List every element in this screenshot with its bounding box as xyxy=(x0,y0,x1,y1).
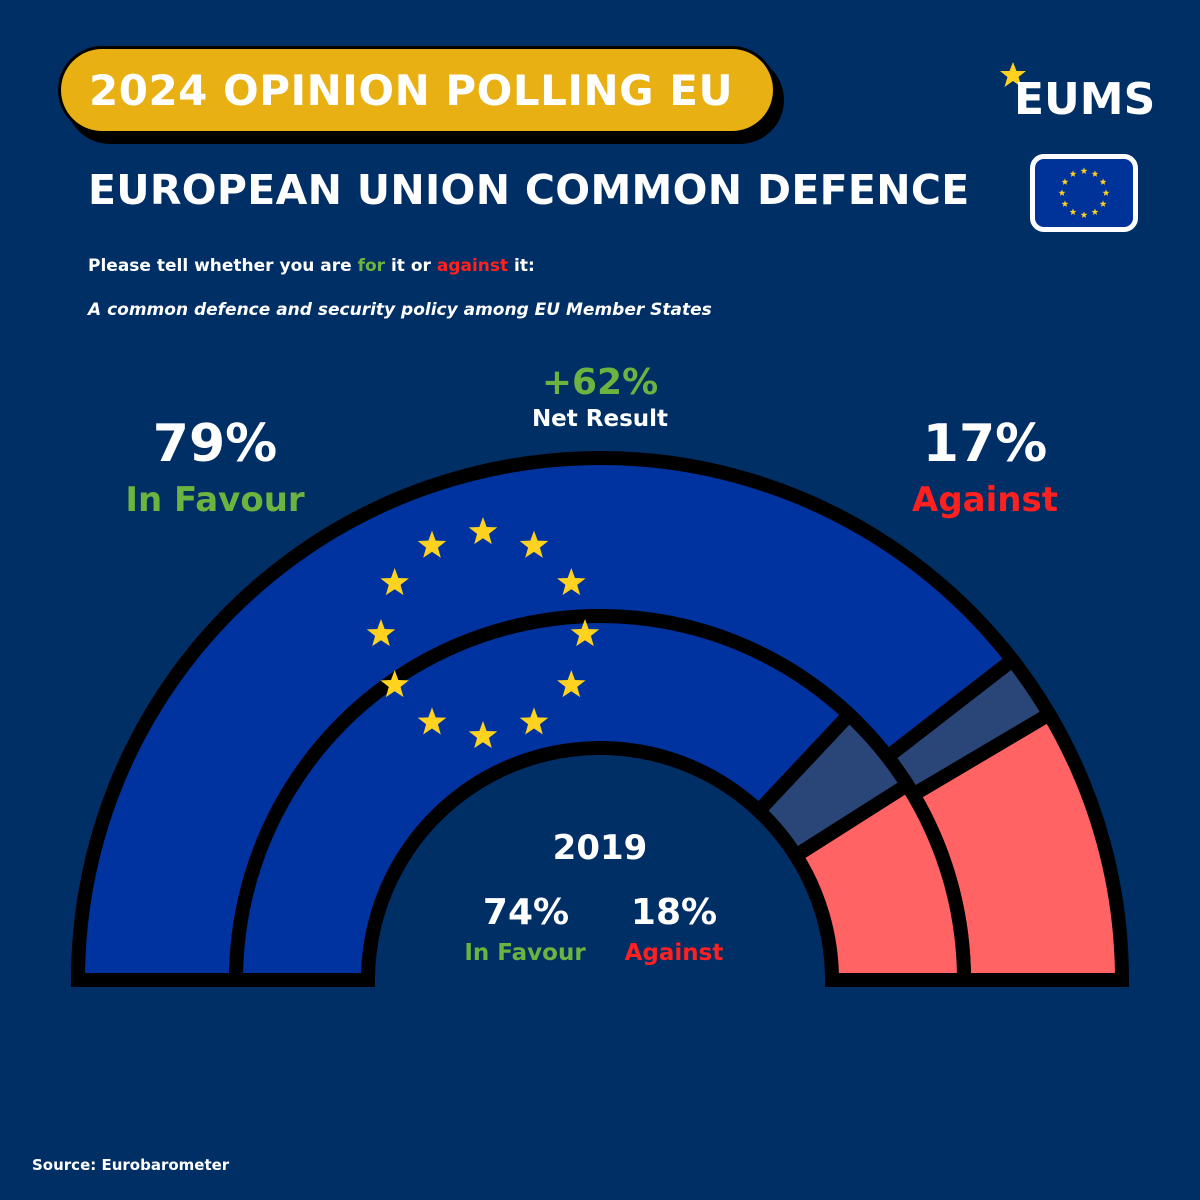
favour-2024-label: In Favour xyxy=(125,480,305,520)
logo-text: EUMS xyxy=(1014,74,1156,125)
against-2019-value: 18% xyxy=(630,892,718,933)
question-against-word: against xyxy=(436,256,509,276)
eu-star-icon xyxy=(557,568,586,596)
favour-2024-value: 79% xyxy=(152,414,278,474)
eu-star-icon xyxy=(557,670,586,698)
eu-star-icon xyxy=(417,530,447,558)
arc-segment-2019-against xyxy=(786,775,972,987)
eu-star-icon xyxy=(519,530,549,558)
flag-star-icon xyxy=(1069,208,1077,215)
against-2024-value: 17% xyxy=(922,414,1048,474)
flag-star-icon xyxy=(1069,170,1077,177)
logo-star-icon xyxy=(1000,62,1026,87)
flag-star-icon xyxy=(1061,200,1069,207)
flag-star-icon xyxy=(1102,189,1110,196)
question-middle: it or xyxy=(385,256,437,276)
favour-2019-value: 74% xyxy=(482,892,570,933)
eu-flag-icon xyxy=(1030,154,1138,232)
eu-star-icon xyxy=(366,619,396,647)
flag-star-icon xyxy=(1091,208,1099,215)
subtitle: EUROPEAN UNION COMMON DEFENCE xyxy=(88,166,970,214)
eu-star-icon xyxy=(417,707,447,735)
flag-star-icon xyxy=(1099,178,1107,185)
eu-star-icon xyxy=(380,568,409,596)
question-for-word: for xyxy=(357,256,386,276)
flag-star-icon xyxy=(1061,178,1069,185)
arc-segment-2019-in-favour xyxy=(228,609,860,987)
question-suffix: it: xyxy=(508,256,535,276)
page-title: 2024 OPINION POLLING EU xyxy=(58,46,776,134)
year-2019-label: 2019 xyxy=(552,828,648,868)
net-result-value: +62% xyxy=(541,362,659,403)
flag-star-icon xyxy=(1091,170,1099,177)
eu-star-icon xyxy=(468,517,498,545)
eu-star-icon xyxy=(519,707,549,735)
eums-logo: EUMS xyxy=(998,60,1158,130)
source-note: Source: Eurobarometer xyxy=(32,1156,230,1174)
net-result-label: Net Result xyxy=(531,406,669,432)
against-2019-label: Against xyxy=(624,940,724,966)
favour-2019-label: In Favour xyxy=(464,940,586,966)
question-text: Please tell whether you are for it or ag… xyxy=(88,256,535,276)
eu-star-icon xyxy=(570,619,600,647)
question-item: A common defence and security policy amo… xyxy=(88,300,712,320)
flag-star-icon xyxy=(1080,167,1088,174)
question-prefix: Please tell whether you are xyxy=(88,256,358,276)
eu-star-icon xyxy=(468,721,498,749)
flag-star-icon xyxy=(1099,200,1107,207)
flag-star-icon xyxy=(1080,211,1088,218)
flag-star-icon xyxy=(1058,189,1066,196)
against-2024-label: Against xyxy=(912,480,1058,520)
eu-star-icon xyxy=(380,670,409,698)
